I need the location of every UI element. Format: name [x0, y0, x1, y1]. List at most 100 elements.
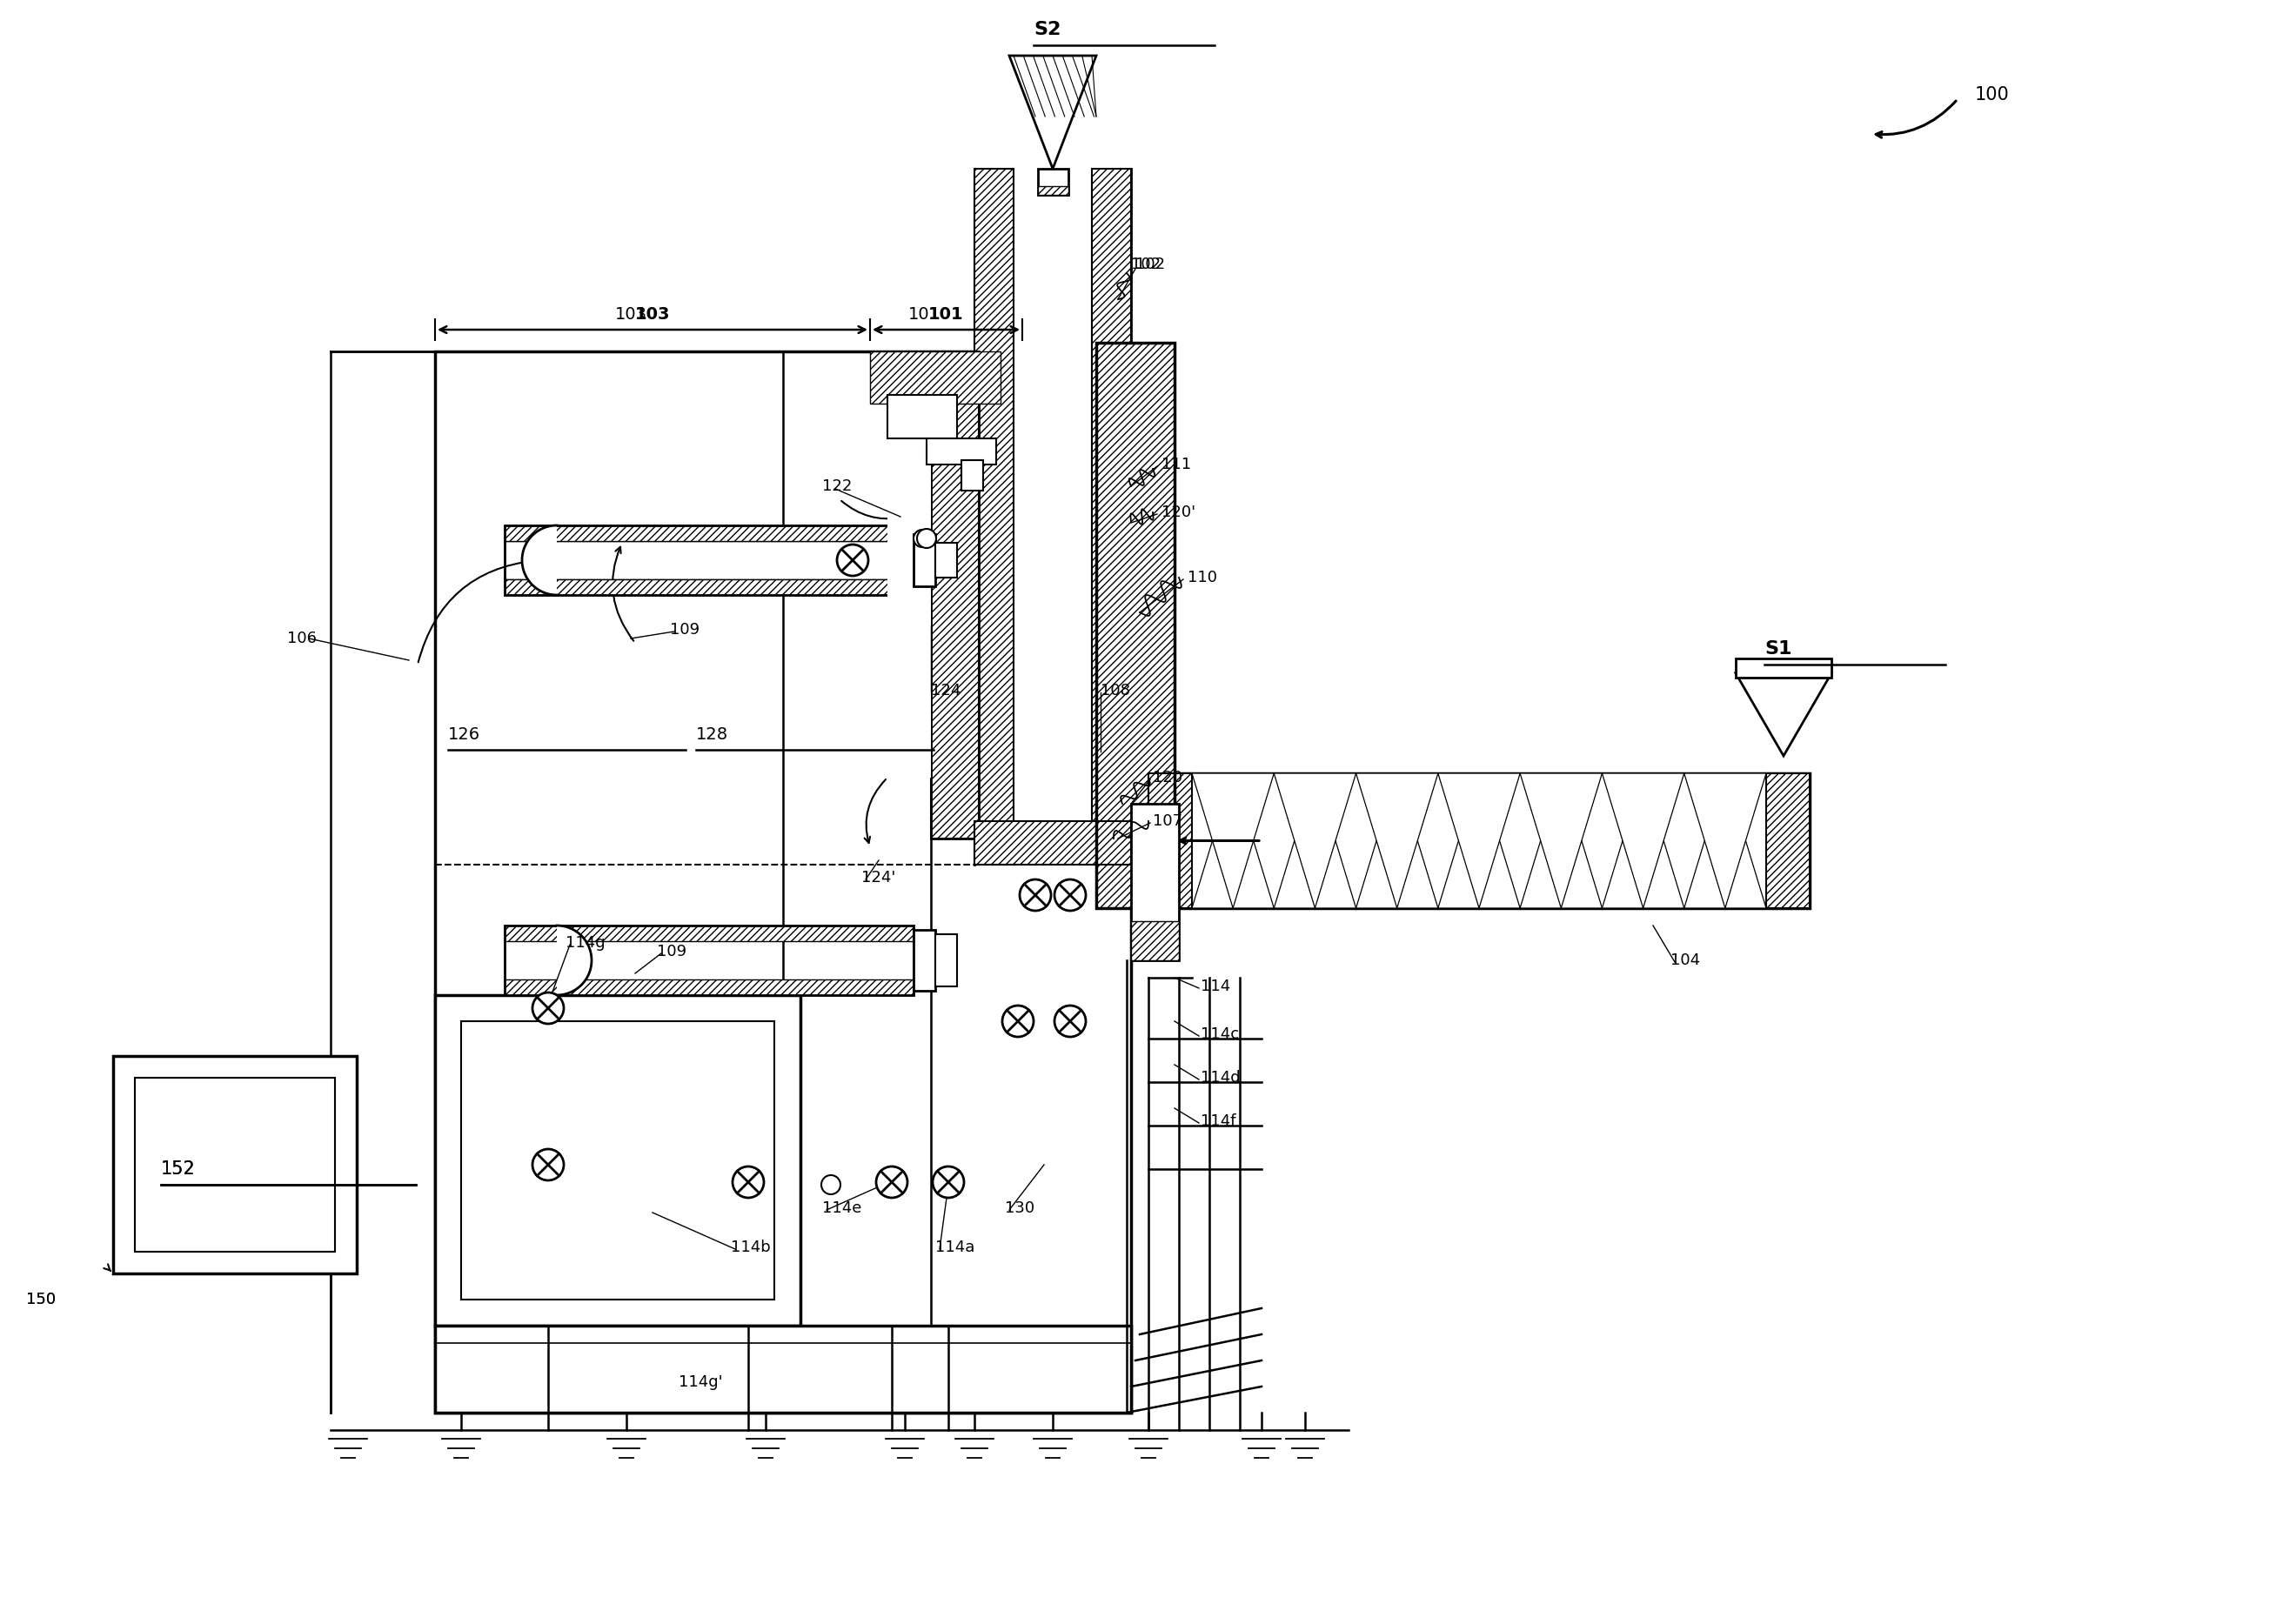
Bar: [1148, 773, 1809, 908]
Circle shape: [916, 529, 937, 549]
Bar: [113, 1055, 356, 1274]
Bar: [434, 994, 801, 1325]
Polygon shape: [1437, 773, 1520, 908]
Bar: [930, 351, 978, 839]
Circle shape: [822, 1176, 840, 1195]
Bar: [1093, 168, 1132, 865]
Text: 114d: 114d: [1201, 1070, 1240, 1086]
Polygon shape: [1685, 773, 1766, 908]
Bar: [505, 926, 914, 994]
Text: 120': 120': [1162, 505, 1196, 520]
Text: 102: 102: [1137, 257, 1164, 273]
Bar: [505, 980, 914, 994]
Bar: [914, 930, 934, 991]
Circle shape: [1019, 879, 1052, 911]
Bar: [974, 168, 1013, 865]
Bar: [889, 412, 930, 778]
Text: 101: 101: [928, 306, 964, 322]
Polygon shape: [1736, 674, 1832, 755]
Text: 108: 108: [1100, 683, 1130, 698]
Text: 104: 104: [1671, 953, 1699, 969]
Bar: [135, 1078, 335, 1251]
Circle shape: [932, 1166, 964, 1198]
Bar: [1148, 773, 1192, 908]
Bar: [934, 934, 957, 986]
Bar: [889, 395, 957, 438]
Bar: [505, 579, 914, 595]
Bar: [1132, 804, 1178, 961]
Text: 111: 111: [1162, 457, 1192, 472]
Text: 114f: 114f: [1201, 1113, 1235, 1129]
Bar: [1038, 186, 1068, 194]
Text: S1: S1: [1763, 640, 1791, 658]
Bar: [461, 1022, 774, 1299]
Bar: [1736, 659, 1832, 677]
Polygon shape: [521, 526, 558, 595]
Bar: [505, 541, 914, 579]
Polygon shape: [1603, 773, 1685, 908]
Text: 150: 150: [25, 1291, 55, 1307]
Text: 114b: 114b: [730, 1240, 771, 1256]
Circle shape: [732, 1166, 765, 1198]
Polygon shape: [1192, 773, 1274, 908]
Text: 100: 100: [1975, 87, 2009, 104]
Text: 128: 128: [696, 727, 728, 743]
Text: 114c: 114c: [1201, 1027, 1240, 1043]
Bar: [928, 438, 996, 465]
Text: 114a: 114a: [934, 1240, 976, 1256]
Circle shape: [1054, 879, 1086, 911]
Polygon shape: [558, 926, 592, 994]
Polygon shape: [1357, 773, 1437, 908]
Text: 130: 130: [1006, 1200, 1035, 1216]
Text: 110: 110: [1187, 569, 1217, 585]
Text: 103: 103: [615, 306, 647, 322]
Text: 109: 109: [657, 943, 687, 959]
Text: 109: 109: [670, 622, 700, 638]
Text: 102: 102: [1132, 257, 1162, 273]
Bar: [930, 351, 978, 839]
Text: 107: 107: [1153, 813, 1182, 829]
Text: 122: 122: [822, 478, 852, 494]
Text: S2: S2: [1033, 21, 1061, 38]
Polygon shape: [1685, 773, 1766, 908]
Polygon shape: [1437, 773, 1520, 908]
Text: 152: 152: [161, 1160, 195, 1177]
Polygon shape: [1520, 773, 1603, 908]
Bar: [914, 534, 934, 587]
Polygon shape: [1010, 56, 1095, 168]
Bar: [505, 526, 914, 595]
Text: 126: 126: [448, 727, 480, 743]
Polygon shape: [1520, 773, 1603, 908]
Polygon shape: [1357, 773, 1437, 908]
Text: 114: 114: [1201, 978, 1231, 994]
Polygon shape: [1192, 773, 1274, 908]
Bar: [962, 460, 983, 491]
Text: 150: 150: [25, 1291, 55, 1307]
Circle shape: [914, 529, 930, 547]
Text: 124: 124: [930, 683, 960, 698]
Text: 120: 120: [1153, 770, 1182, 786]
Text: 114e: 114e: [822, 1200, 861, 1216]
Bar: [434, 351, 1132, 1413]
Text: 103: 103: [636, 306, 670, 322]
Circle shape: [1003, 1006, 1033, 1036]
Bar: [1013, 168, 1093, 865]
Bar: [434, 1325, 1132, 1413]
Text: 106: 106: [287, 630, 317, 646]
Bar: [1095, 343, 1176, 908]
Circle shape: [533, 993, 565, 1023]
Bar: [505, 526, 914, 541]
Polygon shape: [1603, 773, 1685, 908]
Text: 124': 124': [861, 869, 895, 885]
Text: 152: 152: [161, 1160, 195, 1177]
Bar: [1766, 773, 1809, 908]
Circle shape: [877, 1166, 907, 1198]
Bar: [1132, 921, 1178, 961]
Bar: [870, 351, 1001, 404]
Circle shape: [1054, 1006, 1086, 1036]
Bar: [505, 926, 914, 942]
Bar: [1038, 168, 1068, 194]
Circle shape: [838, 544, 868, 576]
Polygon shape: [1274, 773, 1357, 908]
Bar: [934, 542, 957, 577]
